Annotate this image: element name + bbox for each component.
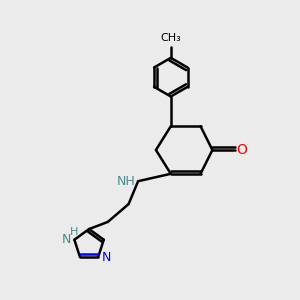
Text: CH₃: CH₃ [160,33,181,43]
Text: H: H [70,227,78,237]
Text: NH: NH [117,175,136,188]
Text: N: N [102,250,111,263]
Text: N: N [61,233,71,246]
Text: O: O [236,143,247,157]
